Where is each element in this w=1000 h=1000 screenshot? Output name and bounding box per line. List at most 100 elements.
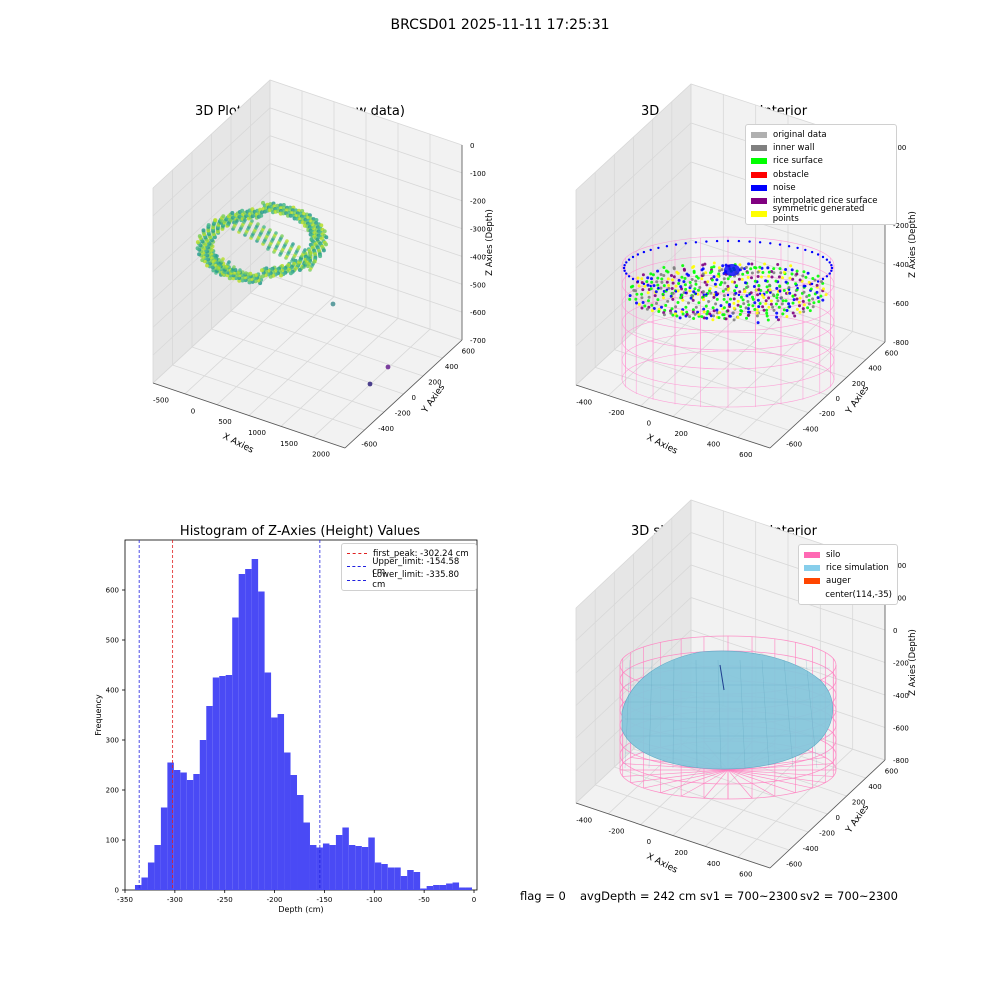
cloud-point bbox=[324, 235, 329, 240]
classified-point bbox=[781, 276, 784, 280]
cloud-point bbox=[201, 228, 206, 233]
classified-point bbox=[777, 275, 781, 279]
classified-point bbox=[746, 300, 750, 303]
cloud-point bbox=[288, 271, 293, 276]
cloud-point bbox=[281, 205, 286, 210]
surface-mesh-line bbox=[783, 659, 794, 769]
classified-point bbox=[750, 271, 754, 275]
classified-point bbox=[771, 305, 775, 309]
x-axis-line bbox=[575, 384, 771, 449]
classified-point bbox=[681, 264, 685, 268]
cloud-point bbox=[297, 245, 301, 249]
classified-point bbox=[659, 273, 663, 276]
classified-point bbox=[700, 277, 704, 281]
classified-point bbox=[691, 310, 695, 314]
cloud-point bbox=[244, 271, 248, 275]
surface-mesh-line bbox=[648, 659, 653, 769]
classified-point bbox=[770, 275, 774, 279]
classified-point bbox=[678, 316, 682, 320]
classified-point bbox=[790, 268, 794, 272]
classified-point bbox=[743, 289, 747, 293]
silo-floor-spoke bbox=[727, 769, 826, 783]
classified-point bbox=[787, 302, 791, 306]
x-tick-label: 200 bbox=[674, 849, 687, 857]
cloud-point bbox=[200, 258, 205, 263]
histogram-bar bbox=[342, 827, 349, 890]
classified-point bbox=[736, 299, 740, 303]
noise-point bbox=[769, 242, 772, 245]
classified-point bbox=[728, 303, 731, 306]
classified-point bbox=[652, 284, 656, 288]
histogram-bar bbox=[219, 676, 226, 890]
classified-point bbox=[635, 292, 639, 296]
classified-point bbox=[801, 307, 805, 311]
classified-point bbox=[671, 297, 675, 301]
noise-point bbox=[737, 293, 741, 297]
x-tick-label: -400 bbox=[576, 398, 592, 406]
noise-point bbox=[796, 246, 799, 250]
cloud-point bbox=[285, 239, 289, 243]
grid-line bbox=[575, 499, 886, 609]
classified-point bbox=[672, 275, 676, 279]
classified-point bbox=[815, 283, 819, 287]
classified-point bbox=[757, 284, 761, 287]
classified-point bbox=[790, 272, 794, 276]
histogram-bar bbox=[232, 617, 239, 890]
legend-label: Lower_limit: -335.80 cm bbox=[372, 570, 460, 591]
classified-point bbox=[692, 265, 696, 268]
classified-point bbox=[702, 310, 706, 314]
classified-point bbox=[687, 301, 690, 305]
classified-point bbox=[641, 301, 645, 304]
classified-point bbox=[764, 279, 768, 283]
classified-point bbox=[649, 272, 653, 276]
noise-point bbox=[642, 250, 646, 254]
classified-point bbox=[697, 301, 701, 305]
classified-point bbox=[819, 294, 823, 298]
noise-point bbox=[705, 240, 708, 243]
histogram-bar bbox=[238, 574, 246, 890]
classified-point bbox=[760, 293, 764, 297]
classified-point bbox=[697, 288, 700, 292]
cloud-point bbox=[262, 225, 266, 229]
legend-line bbox=[347, 553, 367, 555]
classified-point bbox=[755, 311, 759, 315]
classified-point bbox=[715, 308, 719, 312]
x-tick-label: 1000 bbox=[248, 429, 266, 437]
classified-point bbox=[777, 305, 781, 309]
classified-point bbox=[671, 313, 675, 317]
histogram-bar bbox=[309, 845, 317, 890]
y-tick-label: 100 bbox=[106, 837, 119, 845]
noise-point bbox=[816, 280, 820, 283]
cloud-point bbox=[314, 218, 319, 222]
cloud-point bbox=[274, 231, 278, 235]
classified-point bbox=[755, 314, 759, 318]
classified-point bbox=[684, 287, 688, 291]
classified-point bbox=[813, 278, 817, 282]
noise-point bbox=[694, 292, 698, 295]
panel4-legend: silo rice simulation auger center(114,-3… bbox=[798, 544, 898, 606]
classified-point bbox=[702, 298, 706, 302]
classified-point bbox=[754, 266, 758, 270]
silo-floor-spoke bbox=[727, 769, 813, 789]
histogram-bar bbox=[134, 885, 142, 890]
legend-entry: Lower_limit: -335.80 cm bbox=[347, 570, 471, 590]
panel3-legend: first_peak: -302.24 cm Upper_limit: -154… bbox=[341, 543, 477, 591]
classified-point bbox=[817, 300, 821, 304]
noise-point bbox=[649, 248, 652, 252]
classified-point bbox=[779, 271, 783, 275]
classified-point bbox=[801, 299, 805, 303]
classified-point bbox=[747, 303, 751, 307]
classified-point bbox=[749, 267, 753, 271]
cloud-point bbox=[256, 222, 260, 226]
cloud-point bbox=[318, 254, 323, 259]
classified-point bbox=[750, 262, 754, 266]
x-tick-label: 0 bbox=[647, 838, 651, 846]
footer-sv1: sv1 = 700~2300 bbox=[700, 889, 798, 903]
classified-point bbox=[715, 297, 719, 301]
classified-point bbox=[738, 312, 742, 316]
y-axis-line bbox=[769, 759, 886, 869]
grid-line bbox=[575, 564, 886, 674]
classified-point bbox=[656, 269, 660, 273]
classified-point bbox=[736, 315, 740, 319]
